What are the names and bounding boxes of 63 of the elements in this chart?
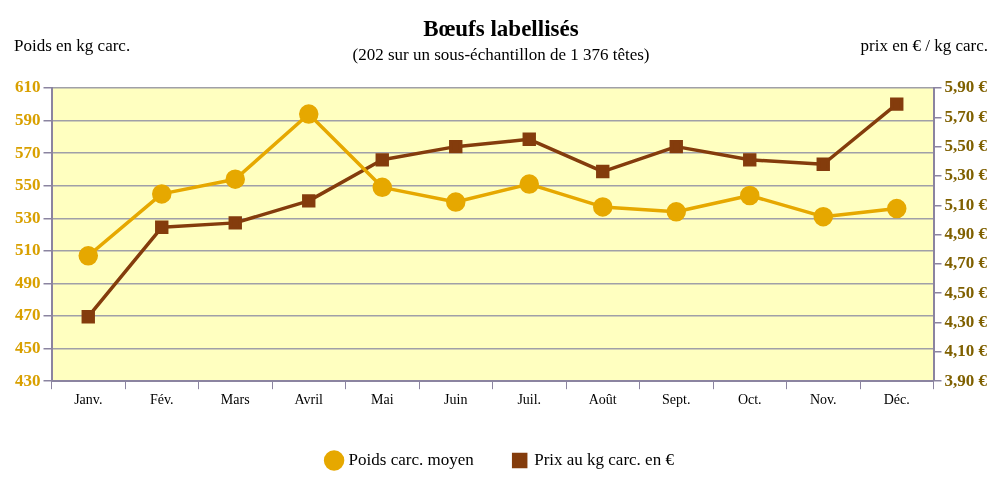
point [152,184,172,204]
point [887,198,907,219]
y-tick-label: 550 [15,175,41,195]
y-axis-title: Poids en kg carc. [14,36,131,56]
y2-tick-label: 3,90 € [944,370,988,390]
x-tick-label: Déc. [883,392,910,408]
x-tick-label: Mars [220,392,250,408]
point [446,192,466,212]
x-tick-label: Août [588,392,617,408]
point [155,220,169,234]
point [743,153,757,167]
point [666,202,686,222]
point [890,97,904,111]
y-tick-label: 430 [15,370,41,390]
point [299,104,319,124]
y2-tick-label: 4,90 € [944,223,988,243]
y-tick-label: 450 [15,338,41,358]
point [593,197,613,217]
y-tick-label: 470 [15,305,41,325]
y2-tick-label: 4,10 € [944,341,988,361]
point [225,169,245,189]
y2-tick-label: 5,90 € [944,77,988,97]
x-tick-label: Janv. [74,392,103,408]
legend-label: Poids carc. moyen [348,449,475,469]
x-tick-label: Juin [444,392,468,408]
point [228,216,242,230]
y-tick-label: 570 [15,142,41,162]
y2-tick-label: 4,70 € [944,253,988,273]
point [372,177,392,198]
point [740,185,760,206]
point [81,310,95,324]
y2-axis-title: prix en € / kg carc. [860,36,988,56]
point [669,139,683,154]
point [522,132,536,147]
y2-tick-label: 4,50 € [944,282,988,302]
x-tick-label: Avril [294,392,324,408]
y2-tick-label: 5,50 € [944,136,988,156]
x-tick-label: Fév. [149,392,174,408]
y-tick-label: 610 [15,77,41,97]
chart-subtitle: (202 sur un sous-échantillon de 1 376 têtes) [352,45,650,65]
chart-title: Bœufs labellisés [423,15,579,41]
x-tick-label: Nov. [809,392,837,408]
point [813,206,833,227]
y-tick-label: 490 [15,272,41,292]
y-tick-label: 590 [15,109,41,129]
y-tick-label: 530 [15,207,41,227]
y2-tick-label: 5,70 € [944,106,988,126]
point [375,153,389,167]
point [816,157,830,171]
x-tick-label: Sept. [662,392,691,408]
y2-tick-label: 5,10 € [944,194,988,214]
point [519,174,539,194]
point [302,194,316,208]
y2-tick-label: 4,30 € [944,311,988,331]
y-tick-label: 510 [15,240,41,260]
point [596,164,610,179]
x-tick-label: Mai [370,392,394,408]
x-tick-label: Juil. [517,392,542,408]
y2-tick-label: 5,30 € [944,165,988,185]
point [449,139,463,154]
legend-label: Prix au kg carc. en € [534,449,675,469]
x-tick-label: Oct. [737,392,762,408]
point [78,246,98,266]
